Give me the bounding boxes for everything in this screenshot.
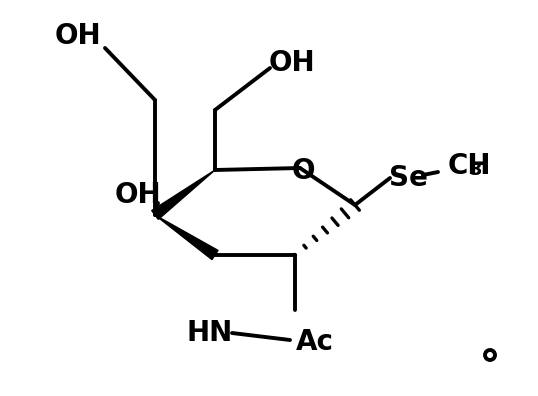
Text: OH: OH (268, 49, 315, 77)
Text: OH: OH (115, 181, 161, 209)
Polygon shape (152, 170, 215, 219)
Text: Se: Se (388, 164, 427, 192)
Text: HN: HN (187, 319, 233, 347)
Text: O: O (291, 157, 315, 185)
Text: Ac: Ac (296, 328, 334, 356)
Text: 3: 3 (470, 161, 483, 179)
Polygon shape (155, 215, 218, 259)
Text: OH: OH (55, 22, 101, 50)
Text: CH: CH (448, 152, 492, 180)
